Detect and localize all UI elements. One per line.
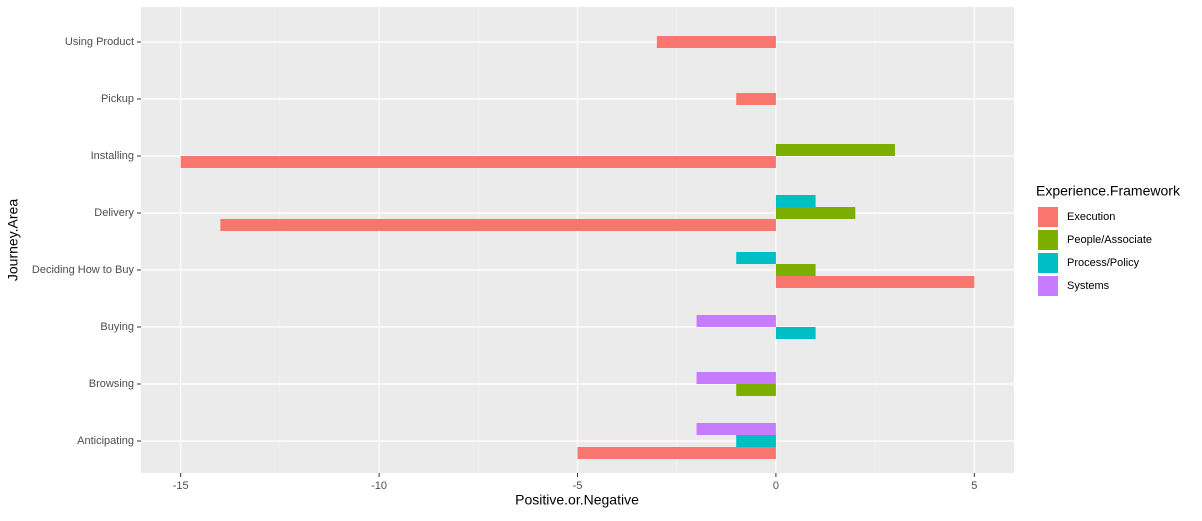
y-tick-label: Delivery <box>94 207 134 219</box>
bar <box>696 423 776 435</box>
x-tick-label: -10 <box>371 480 387 492</box>
y-tick-label: Deciding How to Buy <box>32 264 135 276</box>
bar <box>736 384 776 396</box>
legend-key <box>1038 253 1058 273</box>
legend-label: Execution <box>1067 211 1115 223</box>
y-tick-label: Anticipating <box>77 435 134 447</box>
bar <box>775 264 816 276</box>
y-axis-title: Journey.Area <box>5 199 21 281</box>
x-axis-title: Positive.or.Negative <box>515 492 639 508</box>
legend-key <box>1038 207 1058 227</box>
bar <box>656 36 776 48</box>
bar <box>696 372 776 384</box>
bar <box>180 156 776 168</box>
bar <box>775 276 975 288</box>
bar <box>775 207 856 219</box>
bar <box>775 195 816 207</box>
legend-title: Experience.Framework <box>1036 183 1181 199</box>
legend-key <box>1038 276 1058 296</box>
y-tick-label: Buying <box>100 321 134 333</box>
legend-label: Systems <box>1067 280 1110 292</box>
bar <box>577 447 776 459</box>
legend-label: Process/Policy <box>1067 257 1140 269</box>
bar <box>220 219 776 231</box>
bar <box>775 144 895 156</box>
x-tick-label: -15 <box>173 480 189 492</box>
bar <box>736 252 776 264</box>
x-tick-label: -5 <box>573 480 583 492</box>
x-tick-label: 5 <box>971 480 977 492</box>
legend-key <box>1038 230 1058 250</box>
y-tick-label: Browsing <box>89 378 134 390</box>
bar <box>736 435 776 447</box>
y-tick-label: Pickup <box>101 93 134 105</box>
x-tick-label: 0 <box>773 480 779 492</box>
bar <box>696 315 776 327</box>
bar <box>775 327 816 339</box>
y-tick-label: Installing <box>91 150 134 162</box>
bar <box>736 93 776 105</box>
legend-label: People/Associate <box>1067 234 1152 246</box>
y-tick-label: Using Product <box>65 36 134 48</box>
